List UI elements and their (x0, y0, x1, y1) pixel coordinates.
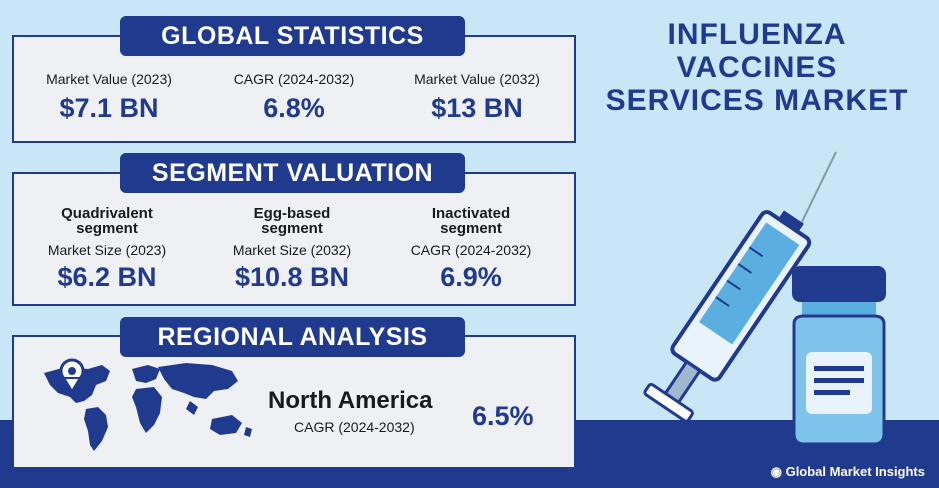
title-line: SERVICES MARKET (605, 84, 909, 117)
globe-icon: ◉ (770, 464, 786, 479)
segment-label: Market Size (2032) (232, 242, 352, 258)
region-name: North America (268, 387, 433, 414)
stat-market-value-2023: Market Value (2023) $7.1 BN (24, 71, 194, 124)
segment-name: Quadrivalent (61, 205, 153, 222)
segment-value: 6.9% (440, 262, 502, 292)
page-title: INFLUENZA VACCINES SERVICES MARKET (592, 18, 922, 117)
segment-inactivated: Inactivated segment CAGR (2024-2032) 6.9… (386, 206, 556, 293)
regional-analysis-header: REGIONAL ANALYSIS (120, 317, 465, 357)
segment-valuation-header: SEGMENT VALUATION (120, 153, 465, 193)
stat-label: Market Value (2032) (414, 71, 540, 87)
stat-label: CAGR (2024-2032) (233, 71, 355, 87)
segment-label: CAGR (2024-2032) (410, 242, 532, 258)
segment-value: $6.2 BN (57, 262, 157, 292)
segment-value: $10.8 BN (234, 262, 350, 292)
stat-value: 6.8% (263, 93, 325, 123)
brand-logo: ◉ Global Market Insights (771, 464, 925, 480)
brand-name: Global Market Insights (785, 464, 925, 479)
stat-value: $7.1 BN (59, 93, 159, 123)
segment-name: Egg-based (253, 205, 331, 222)
world-map-icon (44, 358, 252, 451)
stat-cagr: CAGR (2024-2032) 6.8% (209, 71, 379, 124)
segment-name: segment (261, 220, 323, 237)
stat-label: Market Value (2023) (46, 71, 172, 87)
segment-label: Market Size (2023) (47, 242, 167, 258)
syringe-icon (643, 151, 837, 423)
stat-market-value-2032: Market Value (2032) $13 BN (392, 71, 562, 124)
title-line: VACCINES (676, 51, 838, 84)
segment-quadrivalent: Quadrivalent segment Market Size (2023) … (22, 206, 192, 293)
title-line: INFLUENZA (667, 18, 847, 51)
regional-analysis-panel: North America CAGR (2024-2032) 6.5% (12, 335, 576, 469)
vaccine-vial-icon (792, 266, 886, 446)
region-value: 6.5% (472, 401, 534, 431)
stat-value: $13 BN (431, 93, 523, 123)
region-label: CAGR (2024-2032) (294, 419, 415, 435)
segment-name: segment (440, 220, 502, 237)
segment-egg-based: Egg-based segment Market Size (2032) $10… (207, 206, 377, 293)
segment-name: Inactivated (431, 205, 511, 222)
segment-name: segment (76, 220, 138, 237)
global-statistics-header: GLOBAL STATISTICS (120, 16, 465, 56)
